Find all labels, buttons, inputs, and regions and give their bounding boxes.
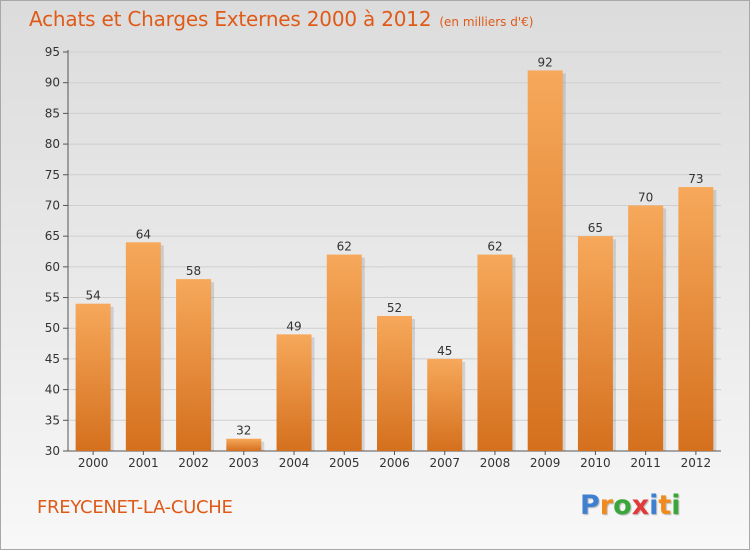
- bar-2009: [527, 70, 563, 452]
- y-tick-label: 65: [45, 229, 60, 243]
- y-tick-label: 60: [45, 260, 60, 274]
- y-tick-label: 90: [45, 76, 60, 90]
- bars: [75, 70, 717, 452]
- bar-2003: [226, 438, 262, 451]
- logo-letter: r: [599, 490, 614, 521]
- bar-2006: [377, 315, 412, 451]
- logo-letter: P: [580, 490, 600, 521]
- x-tick-label: 2009: [530, 456, 561, 470]
- y-tick-label: 70: [45, 198, 60, 212]
- x-tick-label: 2006: [379, 456, 410, 470]
- bar-2005: [326, 254, 362, 451]
- y-tick-label: 35: [45, 413, 60, 427]
- y-tick-label: 50: [45, 321, 60, 335]
- x-tick-label: 2003: [229, 456, 260, 470]
- data-label: 52: [387, 301, 402, 315]
- y-tick-label: 40: [45, 383, 60, 397]
- data-label: 70: [638, 190, 653, 204]
- data-label: 58: [186, 264, 201, 278]
- bar-2002: [176, 279, 212, 451]
- chart-title: Achats et Charges Externes 2000 à 2012: [29, 7, 432, 31]
- y-tick-label: 95: [45, 45, 60, 59]
- x-tick-label: 2000: [78, 456, 109, 470]
- bar-2001: [125, 242, 161, 451]
- title-row: Achats et Charges Externes 2000 à 2012 (e…: [29, 7, 533, 31]
- x-tick-label: 2002: [178, 456, 209, 470]
- y-tick-label: 85: [45, 106, 60, 120]
- y-tick-label: 75: [45, 168, 60, 182]
- data-label: 32: [236, 424, 251, 438]
- x-tick-label: 2011: [630, 456, 661, 470]
- town-name: FREYCENET-LA-CUCHE: [37, 497, 233, 518]
- data-label: 64: [136, 227, 151, 241]
- y-tick-label: 30: [45, 444, 60, 458]
- bar-2011: [628, 205, 664, 451]
- x-tick-label: 2004: [279, 456, 310, 470]
- logo-letter: o: [613, 490, 632, 521]
- data-label: 65: [588, 221, 603, 235]
- data-label: 92: [538, 55, 553, 69]
- data-label: 62: [337, 240, 352, 254]
- data-label: 45: [437, 344, 452, 358]
- bar-2004: [276, 334, 312, 451]
- bar-2000: [75, 303, 111, 451]
- x-tick-label: 2010: [580, 456, 611, 470]
- proxiti-logo: Proxiti: [580, 490, 681, 521]
- y-tick-label: 45: [45, 352, 60, 366]
- bar-2012: [678, 187, 714, 452]
- x-tick-label: 2005: [329, 456, 360, 470]
- logo-letter: i: [649, 490, 659, 521]
- x-tick-label: 2012: [681, 456, 712, 470]
- data-label: 54: [85, 289, 100, 303]
- x-tick-label: 2008: [480, 456, 511, 470]
- bar-2007: [427, 358, 463, 451]
- data-label: 73: [688, 172, 703, 186]
- x-tick-label: 2007: [429, 456, 460, 470]
- logo-letter: t: [658, 490, 672, 521]
- logo-letter: x: [631, 490, 650, 521]
- bar-2010: [577, 236, 613, 451]
- y-tick-label: 55: [45, 291, 60, 305]
- data-label: 49: [286, 319, 301, 333]
- bar-2008: [477, 254, 513, 451]
- y-tick-label: 80: [45, 137, 60, 151]
- chart-subtitle: (en milliers d'€): [439, 15, 534, 29]
- logo-letter: i: [671, 490, 681, 521]
- x-tick-label: 2001: [128, 456, 159, 470]
- labels: 30 35 40 45 50 55 60 65 70 75 80 85 90 95 2000 54 2001 64…: [45, 45, 711, 470]
- data-label: 62: [487, 240, 502, 254]
